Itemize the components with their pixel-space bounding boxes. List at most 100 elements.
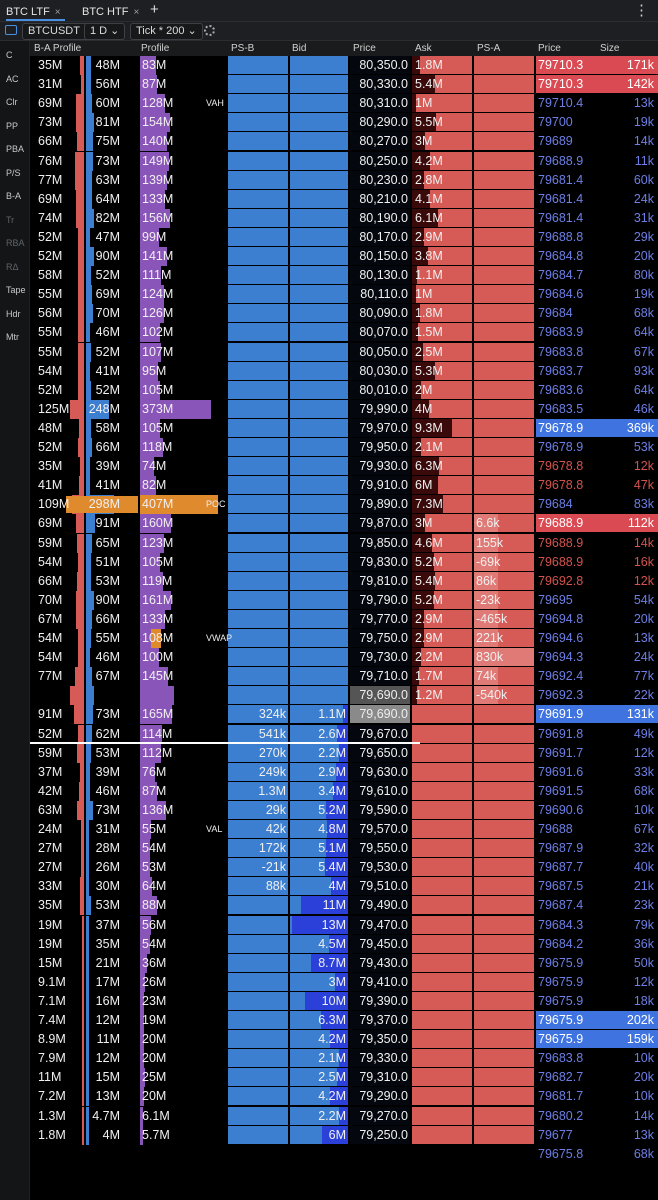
psa-cell[interactable] [474, 361, 534, 380]
ladder-row[interactable]: 52M 62M 114M 541k 2.6M 79,670.0 79691.8 49k [30, 724, 658, 744]
psb-cell[interactable] [228, 342, 288, 361]
psa-cell[interactable] [474, 380, 534, 399]
psa-cell[interactable] [474, 858, 534, 877]
bid-cell[interactable] [290, 495, 348, 514]
price-cell[interactable] [350, 1011, 410, 1029]
psb-cell[interactable] [228, 56, 288, 74]
price-cell[interactable] [350, 667, 410, 686]
ladder-row[interactable]: 27M 28M 54M 172k 5.1M 79,550.0 79687.9 32k [30, 839, 658, 859]
psa-cell[interactable] [474, 94, 534, 113]
price-cell[interactable] [350, 724, 410, 743]
ask-cell[interactable] [412, 132, 472, 151]
ladder-row[interactable]: 91M 73M 165M 324k 1.1M 79,690.0 79691.9 131k [30, 705, 658, 725]
ladder-row[interactable]: 11M 15M 25M 2.5M 79,310.0 79682.7 20k [30, 1068, 658, 1088]
price-cell[interactable] [350, 552, 410, 571]
psb-cell[interactable] [228, 896, 288, 915]
psa-cell[interactable] [474, 56, 534, 74]
bid-cell[interactable] [290, 94, 348, 113]
psa-cell[interactable] [474, 820, 534, 838]
psa-cell[interactable] [474, 304, 534, 323]
price-cell[interactable] [350, 514, 410, 533]
bid-cell[interactable] [290, 342, 348, 361]
psa-cell[interactable] [474, 266, 534, 285]
price-cell[interactable] [350, 75, 410, 94]
price-cell[interactable] [350, 705, 410, 724]
price-cell[interactable] [350, 361, 410, 380]
bid-cell[interactable] [290, 56, 348, 74]
ask-cell[interactable] [412, 972, 472, 991]
ladder-row[interactable]: 41M 41M 82M 79,910.0 6M 79678.8 47k [30, 476, 658, 496]
psa-cell[interactable] [474, 743, 534, 762]
ask-cell[interactable] [412, 1030, 472, 1049]
sidebar-item-p-s[interactable]: P/S [6, 167, 21, 178]
bid-cell[interactable] [290, 705, 348, 724]
folder-icon[interactable] [5, 25, 17, 35]
price-cell[interactable] [350, 323, 410, 342]
psa-cell[interactable] [474, 1011, 534, 1029]
ladder-row[interactable]: 76M 73M 149M 80,250.0 4.2M 79688.9 11k [30, 151, 658, 171]
sidebar-item-tr[interactable]: Tr [6, 214, 15, 225]
ask-cell[interactable] [412, 743, 472, 762]
ask-cell[interactable] [412, 762, 472, 781]
psa-cell[interactable] [474, 113, 534, 132]
psa-cell[interactable] [474, 953, 534, 972]
bid-cell[interactable] [290, 285, 348, 304]
bid-cell[interactable] [290, 361, 348, 380]
ladder-row[interactable]: 69M 64M 133M 80,210.0 4.1M 79681.4 24k [30, 189, 658, 209]
ask-cell[interactable] [412, 991, 472, 1010]
bid-cell[interactable] [290, 533, 348, 552]
price-cell[interactable] [350, 457, 410, 476]
ladder-row[interactable]: 59M 53M 112M 270k 2.2M 79,650.0 79691.7 12k [30, 743, 658, 763]
psa-cell[interactable] [474, 1068, 534, 1087]
psb-cell[interactable] [228, 858, 288, 877]
ask-cell[interactable] [412, 380, 472, 399]
bid-cell[interactable] [290, 208, 348, 227]
more-menu-icon[interactable]: ⋮ [634, 2, 649, 19]
ladder-row[interactable]: 55M 69M 124M 80,110.0 1M 79684.6 19k [30, 285, 658, 305]
ladder-row[interactable]: 7.4M 12M 19M 6.3M 79,370.0 79675.9 202k [30, 1011, 658, 1030]
psb-cell[interactable] [228, 743, 288, 762]
psa-cell[interactable] [474, 1106, 534, 1125]
ask-cell[interactable] [412, 323, 472, 342]
ask-cell[interactable] [412, 820, 472, 838]
psb-cell[interactable] [228, 304, 288, 323]
psb-cell[interactable] [228, 132, 288, 151]
ask-cell[interactable] [412, 514, 472, 533]
psa-cell[interactable] [474, 189, 534, 208]
psb-cell[interactable] [228, 457, 288, 476]
psb-cell[interactable] [228, 1068, 288, 1087]
psb-cell[interactable] [228, 667, 288, 686]
ladder-row[interactable]: 125M 248M 373M 79,990.0 4M 79683.5 46k [30, 399, 658, 419]
ask-cell[interactable] [412, 953, 472, 972]
price-cell[interactable] [350, 953, 410, 972]
ladder-row[interactable]: 52M 47M 99M 80,170.0 2.9M 79688.8 29k [30, 227, 658, 247]
ladder-row[interactable]: 67M 66M 133M 79,770.0 2.9M -465k 79694.8 20k [30, 609, 658, 629]
price-cell[interactable] [350, 170, 410, 189]
price-cell[interactable] [350, 113, 410, 132]
ladder-row[interactable]: 8.9M 11M 20M 4.2M 79,350.0 79675.9 159k [30, 1030, 658, 1050]
psa-cell[interactable] [474, 1125, 534, 1144]
psa-cell[interactable] [474, 457, 534, 476]
bid-cell[interactable] [290, 189, 348, 208]
bid-cell[interactable] [290, 724, 348, 743]
ask-cell[interactable] [412, 629, 472, 647]
ask-cell[interactable] [412, 800, 472, 819]
psa-cell[interactable] [474, 132, 534, 151]
price-cell[interactable] [350, 1068, 410, 1087]
psa-cell[interactable] [474, 877, 534, 896]
psb-cell[interactable] [228, 151, 288, 170]
price-cell[interactable] [350, 915, 410, 934]
sidebar-item-mtr[interactable]: Mtr [6, 332, 19, 342]
price-cell[interactable] [350, 132, 410, 151]
bid-cell[interactable] [290, 686, 348, 705]
ladder-row[interactable]: 52M 90M 141M 80,150.0 3.8M 79684.8 20k [30, 247, 658, 266]
psa-cell[interactable] [474, 75, 534, 94]
psa-cell[interactable] [474, 762, 534, 781]
psb-cell[interactable] [228, 227, 288, 246]
ask-cell[interactable] [412, 285, 472, 304]
price-cell[interactable] [350, 1106, 410, 1125]
sidebar-item-rba[interactable]: RBA [6, 238, 25, 248]
psa-cell[interactable] [474, 247, 534, 265]
ladder-row[interactable]: 77M 63M 139M 80,230.0 2.8M 79681.4 60k [30, 170, 658, 190]
ask-cell[interactable] [412, 1068, 472, 1087]
